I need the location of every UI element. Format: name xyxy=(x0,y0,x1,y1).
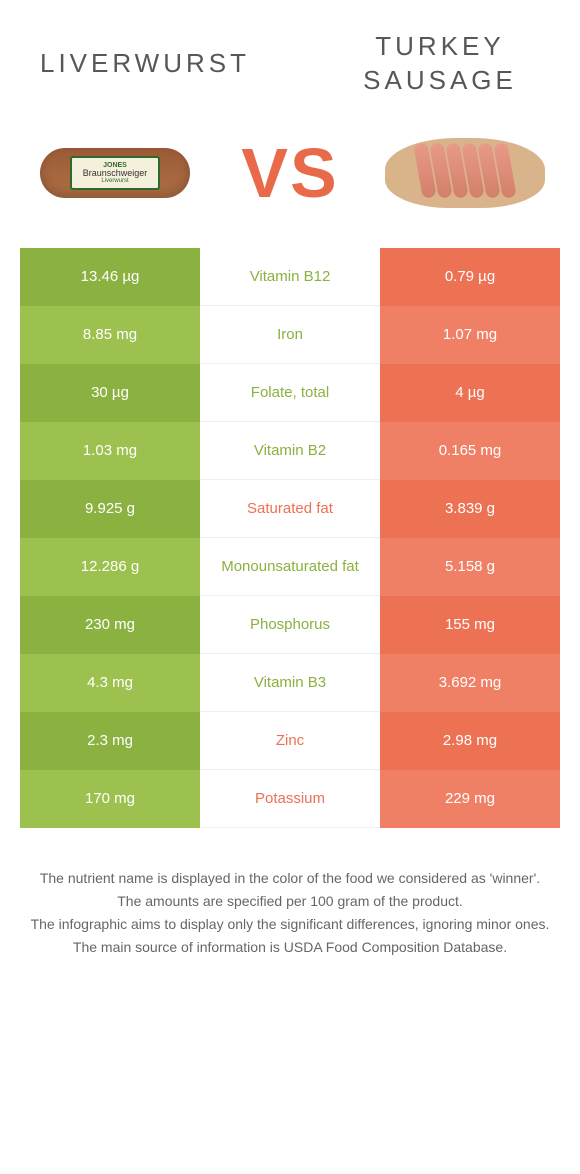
comparison-table: 13.46 µgVitamin B120.79 µg8.85 mgIron1.0… xyxy=(20,248,560,828)
cell-left-value: 9.925 g xyxy=(20,480,200,538)
title-left: LIVERWURST xyxy=(40,47,240,81)
header: LIVERWURST TURKEY SAUSAGE xyxy=(0,0,580,108)
cell-right-value: 5.158 g xyxy=(380,538,560,596)
footer-line-3: The infographic aims to display only the… xyxy=(30,914,550,935)
table-row: 1.03 mgVitamin B20.165 mg xyxy=(20,422,560,480)
cell-right-value: 1.07 mg xyxy=(380,306,560,364)
cell-nutrient-name: Vitamin B2 xyxy=(200,422,380,480)
sausage-image xyxy=(380,128,550,218)
product-sub: Liverwurst xyxy=(101,178,128,184)
footer: The nutrient name is displayed in the co… xyxy=(0,828,580,958)
title-right: TURKEY SAUSAGE xyxy=(340,30,540,98)
cell-nutrient-name: Phosphorus xyxy=(200,596,380,654)
table-row: 2.3 mgZinc2.98 mg xyxy=(20,712,560,770)
cell-nutrient-name: Monounsaturated fat xyxy=(200,538,380,596)
cell-right-value: 3.839 g xyxy=(380,480,560,538)
cell-nutrient-name: Iron xyxy=(200,306,380,364)
cell-right-value: 229 mg xyxy=(380,770,560,828)
cell-right-value: 0.165 mg xyxy=(380,422,560,480)
cell-left-value: 170 mg xyxy=(20,770,200,828)
cell-left-value: 4.3 mg xyxy=(20,654,200,712)
footer-line-2: The amounts are specified per 100 gram o… xyxy=(30,891,550,912)
cell-left-value: 2.3 mg xyxy=(20,712,200,770)
table-row: 4.3 mgVitamin B33.692 mg xyxy=(20,654,560,712)
footer-line-1: The nutrient name is displayed in the co… xyxy=(30,868,550,889)
cell-left-value: 1.03 mg xyxy=(20,422,200,480)
cell-right-value: 155 mg xyxy=(380,596,560,654)
cell-nutrient-name: Saturated fat xyxy=(200,480,380,538)
cell-left-value: 12.286 g xyxy=(20,538,200,596)
cell-nutrient-name: Folate, total xyxy=(200,364,380,422)
images-row: JONES Braunschweiger Liverwurst VS xyxy=(0,108,580,248)
table-row: 30 µgFolate, total4 µg xyxy=(20,364,560,422)
footer-line-4: The main source of information is USDA F… xyxy=(30,937,550,958)
table-row: 8.85 mgIron1.07 mg xyxy=(20,306,560,364)
liverwurst-image: JONES Braunschweiger Liverwurst xyxy=(30,128,200,218)
table-row: 13.46 µgVitamin B120.79 µg xyxy=(20,248,560,306)
cell-right-value: 4 µg xyxy=(380,364,560,422)
cell-left-value: 30 µg xyxy=(20,364,200,422)
table-row: 230 mgPhosphorus155 mg xyxy=(20,596,560,654)
table-row: 12.286 gMonounsaturated fat5.158 g xyxy=(20,538,560,596)
cell-left-value: 230 mg xyxy=(20,596,200,654)
table-row: 170 mgPotassium229 mg xyxy=(20,770,560,828)
cell-right-value: 2.98 mg xyxy=(380,712,560,770)
table-row: 9.925 gSaturated fat3.839 g xyxy=(20,480,560,538)
cell-right-value: 0.79 µg xyxy=(380,248,560,306)
cell-right-value: 3.692 mg xyxy=(380,654,560,712)
vs-text: VS xyxy=(241,133,338,213)
cell-left-value: 8.85 mg xyxy=(20,306,200,364)
cell-left-value: 13.46 µg xyxy=(20,248,200,306)
cell-nutrient-name: Vitamin B12 xyxy=(200,248,380,306)
product-label: Braunschweiger xyxy=(83,169,148,178)
cell-nutrient-name: Zinc xyxy=(200,712,380,770)
cell-nutrient-name: Vitamin B3 xyxy=(200,654,380,712)
cell-nutrient-name: Potassium xyxy=(200,770,380,828)
